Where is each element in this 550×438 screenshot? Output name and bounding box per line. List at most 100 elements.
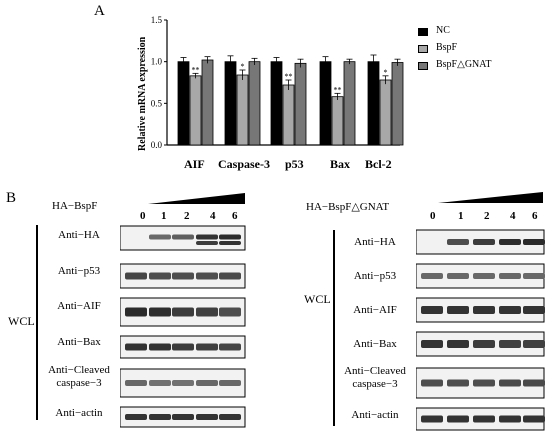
right-ab-ha: Anti−HA — [354, 236, 396, 248]
right-lane-4: 4 — [510, 210, 516, 222]
bar — [367, 61, 380, 146]
right-blot-image — [416, 229, 545, 431]
right-ab-p53: Anti−p53 — [353, 270, 397, 282]
left-band — [125, 307, 147, 317]
legend-label-nc: NC — [436, 25, 450, 36]
bar — [224, 61, 237, 146]
legend-swatch-bspf — [418, 45, 428, 53]
right-dose-wedge — [438, 192, 543, 203]
left-band — [172, 414, 194, 420]
left-band — [219, 241, 241, 245]
left-lane-1: 1 — [161, 210, 167, 222]
left-band — [149, 234, 171, 240]
significance-mark: * — [241, 62, 245, 71]
left-blot-strip — [120, 263, 246, 289]
right-band — [447, 340, 469, 348]
bar — [236, 74, 249, 146]
left-wcl-label: WCL — [8, 314, 35, 328]
bar — [319, 61, 332, 146]
left-band — [125, 343, 147, 351]
panel-label-a: A — [94, 3, 105, 19]
left-blot-strip — [120, 335, 246, 359]
category-label-bax: Bax — [330, 157, 351, 171]
right-ab-actin: Anti−actin — [351, 409, 399, 421]
left-band — [149, 307, 171, 317]
left-band — [172, 234, 194, 240]
legend-label-bspf: BspF — [436, 42, 458, 53]
right-band — [499, 340, 521, 348]
bar — [270, 61, 283, 146]
right-blot-strip — [416, 263, 545, 289]
left-blot-strip — [120, 406, 246, 428]
right-band — [499, 306, 521, 314]
right-wcl-bracket — [333, 230, 335, 426]
right-band — [447, 239, 469, 245]
right-condition-label: HA−BspF△GNAT — [306, 201, 390, 213]
left-band — [219, 380, 241, 386]
left-blot-image — [120, 225, 246, 428]
right-ab-cleaved-caspase3: Anti−Cleaved caspase−3 — [344, 365, 406, 390]
left-lane-6: 6 — [232, 210, 238, 222]
significance-mark: ** — [334, 85, 342, 94]
left-band — [125, 272, 147, 280]
category-label-bcl2: Bcl-2 — [365, 157, 392, 171]
left-band — [219, 343, 241, 351]
right-band — [523, 379, 545, 387]
right-band — [447, 273, 469, 279]
left-condition-label: HA−BspF — [52, 200, 98, 212]
y-tick-label: 0.5 — [151, 98, 163, 108]
right-band — [523, 239, 545, 245]
right-band — [523, 306, 545, 314]
left-lane-2: 2 — [184, 210, 190, 222]
category-label-caspase3: Caspase-3 — [218, 157, 271, 171]
left-band — [149, 380, 171, 386]
right-band — [421, 340, 443, 348]
left-band — [196, 234, 218, 240]
right-lane-1: 1 — [458, 210, 464, 222]
left-band — [219, 414, 241, 420]
left-band — [196, 380, 218, 386]
left-band — [172, 272, 194, 280]
left-blot-strip — [120, 368, 246, 398]
right-blot-strip — [416, 297, 545, 323]
left-band — [149, 272, 171, 280]
left-ab-cleaved-caspase3: Anti−Cleaved caspase−3 — [48, 364, 110, 389]
legend-swatch-nc — [418, 28, 428, 36]
right-band — [499, 415, 521, 423]
right-band — [499, 239, 521, 245]
left-lane-4: 4 — [210, 210, 216, 222]
right-band — [473, 415, 495, 423]
right-band — [473, 379, 495, 387]
right-blot-strip — [416, 229, 545, 255]
right-band — [421, 379, 443, 387]
significance-mark: ** — [192, 65, 200, 74]
bar — [201, 59, 214, 146]
left-band — [172, 343, 194, 351]
right-lane-0: 0 — [430, 210, 436, 222]
right-band — [447, 415, 469, 423]
right-band — [499, 273, 521, 279]
y-tick-label: 0.0 — [151, 140, 163, 150]
right-band — [523, 273, 545, 279]
legend-label-bspf-dgnat: BspF△GNAT — [436, 59, 492, 70]
left-band — [196, 343, 218, 351]
left-ab-p53: Anti−p53 — [57, 265, 101, 277]
bar-chart: 0.00.51.01.5** ****** — [151, 15, 404, 150]
right-blot-strip — [416, 331, 545, 357]
left-wcl-bracket — [36, 225, 38, 420]
left-lane-0: 0 — [140, 210, 146, 222]
left-dose-wedge — [148, 193, 245, 204]
left-band — [196, 272, 218, 280]
right-lane-6: 6 — [532, 210, 538, 222]
bar — [331, 96, 344, 146]
bar — [391, 62, 404, 146]
significance-mark: * — [384, 68, 388, 77]
y-tick-label: 1.5 — [151, 15, 163, 25]
left-band — [219, 272, 241, 280]
right-band — [421, 273, 443, 279]
right-ab-aif: Anti−AIF — [353, 304, 397, 316]
left-ab-ha: Anti−HA — [58, 229, 100, 241]
bar — [282, 84, 295, 146]
left-ab-aif: Anti−AIF — [57, 300, 101, 312]
right-band — [421, 306, 443, 314]
